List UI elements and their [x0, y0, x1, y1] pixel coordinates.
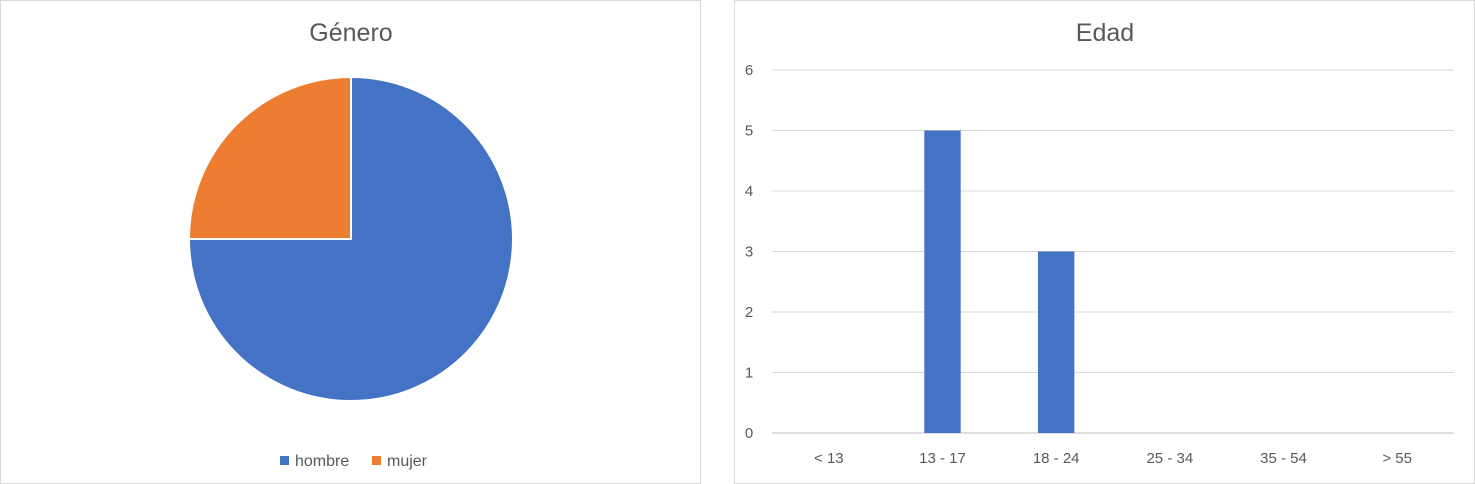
- y-tick-label: 3: [745, 244, 753, 261]
- bar-y-axis: 0 1 2 3 4 5 6: [745, 62, 753, 442]
- x-tick-label: > 55: [1382, 450, 1412, 467]
- legend-label-hombre: hombre: [295, 453, 349, 470]
- bar-13-17: [924, 130, 961, 433]
- x-tick-label: 18 - 24: [1033, 450, 1080, 467]
- bar-18-24: [1037, 251, 1075, 433]
- legend-swatch-mujer: [372, 456, 381, 465]
- y-tick-label: 1: [745, 365, 753, 382]
- y-tick-label: 0: [745, 425, 753, 442]
- bar-series: [924, 130, 1075, 433]
- pie-slices: [188, 76, 514, 402]
- y-tick-label: 2: [745, 304, 753, 321]
- bar-gridlines: [772, 69, 1454, 434]
- bar-x-axis: < 13 13 - 17 18 - 24 25 - 34 35 - 54 > 55: [814, 450, 1412, 467]
- pie-slice-mujer: [188, 76, 352, 240]
- pie-legend: hombre mujer: [280, 453, 428, 470]
- x-tick-label: < 13: [814, 450, 844, 467]
- x-tick-label: 25 - 34: [1146, 450, 1193, 467]
- legend-swatch-hombre: [280, 456, 289, 465]
- y-tick-label: 5: [745, 123, 753, 140]
- x-tick-label: 35 - 54: [1260, 450, 1307, 467]
- pie-chart-title: Género: [309, 19, 392, 47]
- y-tick-label: 6: [745, 62, 753, 79]
- y-tick-label: 4: [745, 183, 753, 200]
- age-bar-svg: Edad 0 1 2 3 4 5 6 < 13 13 - 17 18 - 24 25 - 34 35…: [745, 19, 1454, 467]
- bar-chart-title: Edad: [1076, 19, 1134, 47]
- legend-label-mujer: mujer: [387, 453, 428, 470]
- gender-pie-chart: Género hombre mujer: [0, 0, 701, 484]
- x-tick-label: 13 - 17: [919, 450, 966, 467]
- gender-pie-svg: Género hombre mujer: [188, 19, 514, 470]
- age-bar-chart: Edad 0 1 2 3 4 5 6 < 13 13 - 17 18 - 24 25 - 34 35…: [734, 0, 1475, 484]
